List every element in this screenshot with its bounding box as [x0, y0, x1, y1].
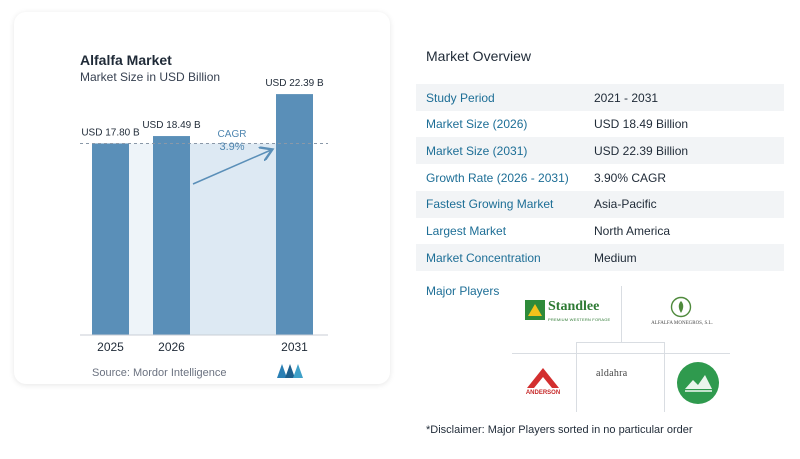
overview-title: Market Overview [426, 48, 532, 64]
gap-shade [129, 143, 153, 335]
overview-row: Study Period 2021 - 2031 [416, 84, 784, 111]
cagr-arrow [192, 150, 271, 185]
tick-label-2026: 2026 [158, 340, 185, 354]
mountain-circle-icon [677, 362, 719, 404]
overview-row: Market Concentration Medium [416, 244, 784, 272]
overview-row: Growth Rate (2026 - 2031) 3.90% CAGR [416, 164, 784, 191]
growth-shade [190, 143, 276, 335]
alfalfa-monegros-name: ALFALFA MONEGROS, S.L. [651, 321, 713, 326]
cagr-value: 3.9% [219, 141, 244, 153]
overview-row: Fastest Growing Market Asia-Pacific [416, 190, 784, 218]
anderson-name: ANDERSON [525, 390, 561, 396]
overview-row-label: Market Size (2026) [426, 117, 528, 132]
aldahra-name: aldahra [596, 368, 628, 379]
players-divider [621, 286, 622, 342]
players-divider [576, 342, 665, 343]
players-divider [576, 342, 577, 412]
overview-row-value: USD 22.39 Billion [594, 143, 689, 158]
green-circle-logo [676, 361, 720, 405]
tick-label-2031: 2031 [281, 340, 308, 354]
anderson-mark-icon [527, 368, 559, 388]
overview-row-label: Largest Market [426, 224, 507, 238]
overview-row-value: Asia-Pacific [594, 197, 657, 212]
overview-row-value: USD 18.49 Billion [594, 117, 689, 132]
disclaimer: *Disclaimer: Major Players sorted in no … [426, 424, 693, 436]
overview-row: Market Size (2031) USD 22.39 Billion [416, 137, 784, 165]
players-divider [512, 353, 730, 354]
cagr-label: CAGR [218, 129, 247, 140]
data-label-2031: USD 22.39 B [265, 78, 324, 89]
chart-title: Alfalfa Market [80, 52, 172, 68]
overview-row: Market Size (2026) USD 18.49 Billion [416, 111, 784, 138]
overview-row-value: 2021 - 2031 [594, 90, 659, 105]
overview-row-label: Study Period [426, 90, 495, 105]
aldahra-logo: aldahra [596, 368, 650, 386]
data-label-2026: USD 18.49 B [142, 120, 201, 131]
alfalfa-monegros-logo: ALFALFA MONEGROS, S.L. [646, 296, 716, 336]
chart-subtitle: Market Size in USD Billion [80, 70, 221, 84]
players-divider [664, 342, 665, 412]
players-title: Major Players [426, 284, 500, 298]
source-text: Source: Mordor Intelligence [92, 367, 227, 379]
overview-row-value: North America [594, 224, 671, 238]
bar-2025 [92, 143, 129, 335]
mordor-logo-icon [277, 364, 303, 378]
leaf-circle-icon [670, 296, 692, 318]
overview-row-label: Growth Rate (2026 - 2031) [426, 170, 569, 185]
bar-2026 [153, 136, 190, 335]
standlee-name: Standlee [548, 299, 600, 314]
overview-row: Largest Market North America [416, 218, 784, 245]
overview-row-value: Medium [594, 250, 637, 265]
standlee-tagline: PREMIUM WESTERN FORAGE [548, 317, 611, 322]
standlee-logo: Standlee PREMIUM WESTERN FORAGE [525, 298, 617, 328]
tick-label-2025: 2025 [97, 340, 124, 354]
overview-row-label: Market Size (2031) [426, 143, 528, 158]
anderson-logo: ANDERSON [519, 366, 567, 398]
overview-row-value: 3.90% CAGR [594, 170, 667, 185]
data-label-2025: USD 17.80 B [81, 127, 140, 138]
overview-row-label: Market Concentration [426, 250, 541, 265]
overview-row-label: Fastest Growing Market [426, 197, 554, 212]
bar-2031 [276, 94, 313, 335]
